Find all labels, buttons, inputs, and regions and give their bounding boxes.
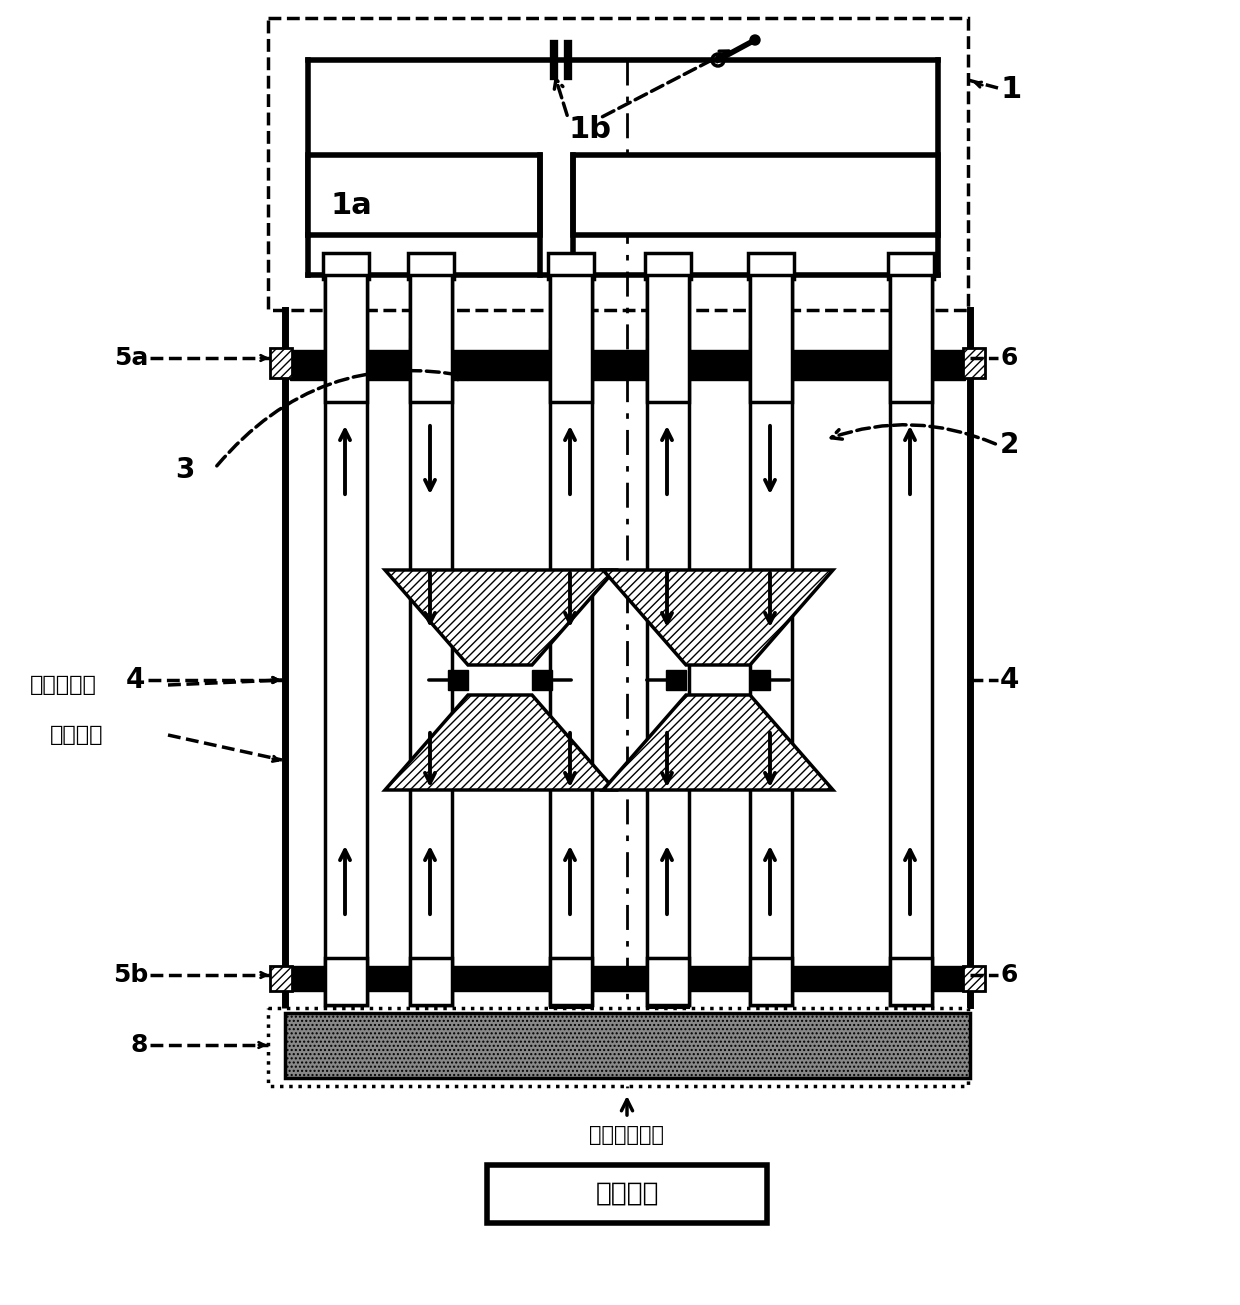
Bar	[551, 958, 591, 1005]
Bar	[647, 275, 689, 402]
Circle shape	[750, 35, 760, 44]
Bar	[410, 341, 453, 402]
Bar	[408, 253, 454, 279]
Polygon shape	[603, 696, 833, 790]
Bar	[666, 669, 686, 690]
Bar	[290, 966, 965, 990]
Bar	[890, 275, 932, 402]
Bar	[322, 253, 370, 279]
Bar	[890, 275, 932, 1005]
Bar	[487, 1165, 768, 1223]
Text: 5a: 5a	[114, 346, 148, 371]
Bar	[647, 341, 689, 402]
Bar	[325, 958, 367, 1005]
Bar	[270, 966, 291, 990]
Bar	[268, 1007, 968, 1086]
Bar	[645, 253, 691, 279]
Bar	[888, 253, 934, 279]
Text: 传动系统: 传动系统	[595, 1181, 658, 1207]
Text: 3: 3	[176, 455, 195, 484]
Text: 电磁力方向: 电磁力方向	[30, 675, 97, 696]
Bar	[647, 275, 689, 1005]
Bar	[573, 155, 937, 235]
Polygon shape	[603, 570, 833, 666]
Bar	[963, 966, 985, 990]
Bar	[548, 253, 594, 279]
Bar	[410, 275, 453, 402]
Bar	[410, 958, 453, 1005]
Bar	[551, 341, 591, 402]
Bar	[963, 348, 985, 378]
Bar	[290, 350, 965, 380]
Bar	[750, 275, 792, 1005]
Text: 电流方向: 电流方向	[50, 726, 103, 745]
Text: 1: 1	[999, 76, 1022, 104]
Bar	[750, 275, 792, 402]
Text: 6: 6	[999, 346, 1017, 371]
Bar	[325, 275, 367, 1005]
Bar	[268, 18, 968, 311]
Bar	[748, 253, 794, 279]
Bar	[890, 958, 932, 1005]
Bar	[647, 958, 689, 1005]
Text: 4: 4	[125, 666, 145, 694]
Bar	[551, 958, 591, 1007]
Bar	[551, 275, 591, 402]
Bar	[448, 669, 467, 690]
Polygon shape	[384, 696, 615, 790]
Text: 8: 8	[130, 1034, 148, 1057]
Text: 4: 4	[999, 666, 1019, 694]
Text: 1b: 1b	[568, 116, 611, 145]
Bar	[285, 1013, 970, 1078]
Text: 1a: 1a	[330, 191, 372, 219]
Bar	[410, 275, 453, 1005]
Bar	[270, 348, 291, 378]
Bar	[750, 958, 792, 1005]
Bar	[750, 669, 770, 690]
Text: 2: 2	[999, 431, 1019, 459]
Text: 5b: 5b	[113, 963, 148, 987]
Bar	[750, 341, 792, 402]
Bar	[325, 275, 367, 402]
Text: 空间位置调整: 空间位置调整	[589, 1125, 665, 1144]
Text: 6: 6	[999, 963, 1017, 987]
Bar	[308, 155, 539, 235]
Bar	[532, 669, 552, 690]
Bar	[647, 958, 689, 1007]
Polygon shape	[384, 570, 615, 666]
Bar	[551, 275, 591, 1005]
